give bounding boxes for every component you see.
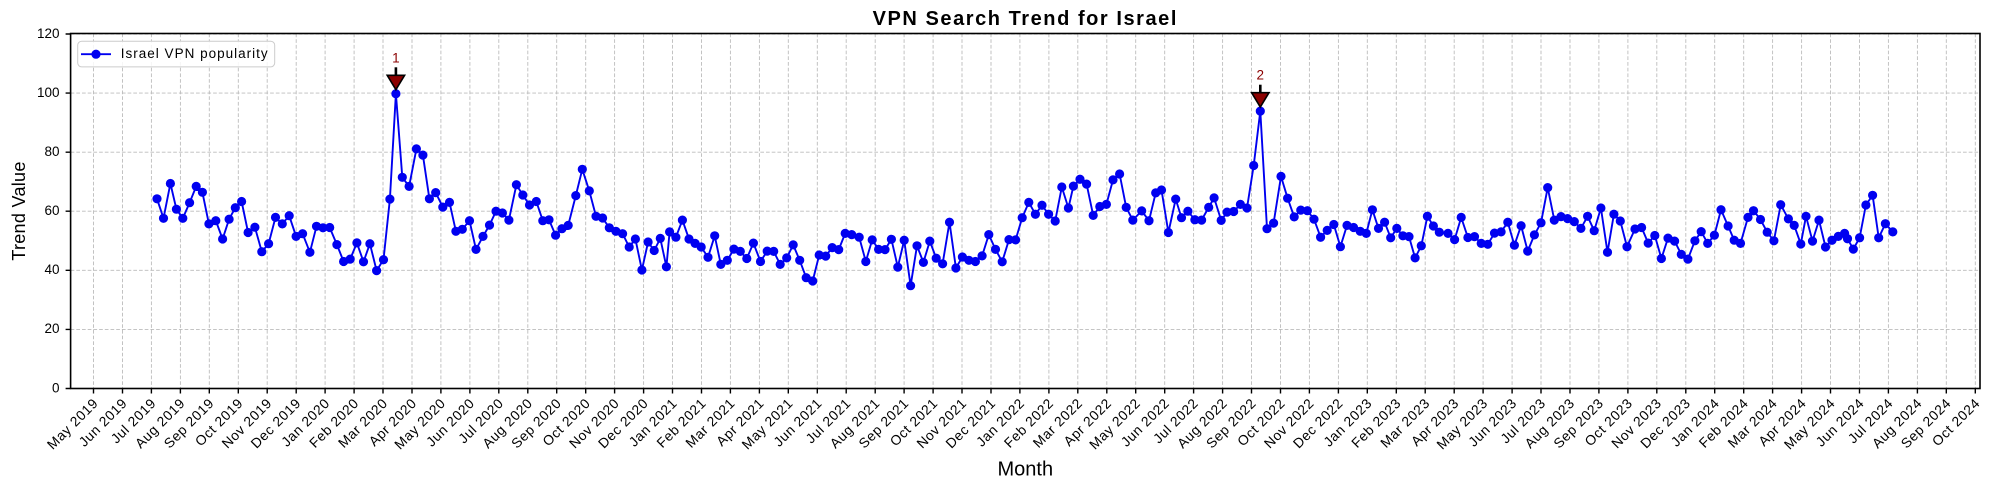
svg-text:80: 80 — [44, 144, 59, 159]
svg-text:120: 120 — [37, 26, 60, 41]
svg-text:100: 100 — [37, 85, 60, 100]
svg-text:2: 2 — [1257, 68, 1265, 83]
svg-text:Month: Month — [998, 459, 1054, 481]
svg-text:Trend Value: Trend Value — [9, 161, 29, 260]
svg-text:40: 40 — [44, 262, 59, 277]
svg-text:20: 20 — [44, 321, 59, 336]
svg-text:VPN Search Trend for Israel: VPN Search Trend for Israel — [873, 8, 1178, 30]
svg-text:Israel VPN popularity: Israel VPN popularity — [121, 46, 269, 61]
svg-text:1: 1 — [392, 51, 400, 66]
svg-text:60: 60 — [44, 203, 59, 218]
svg-text:0: 0 — [52, 380, 60, 395]
